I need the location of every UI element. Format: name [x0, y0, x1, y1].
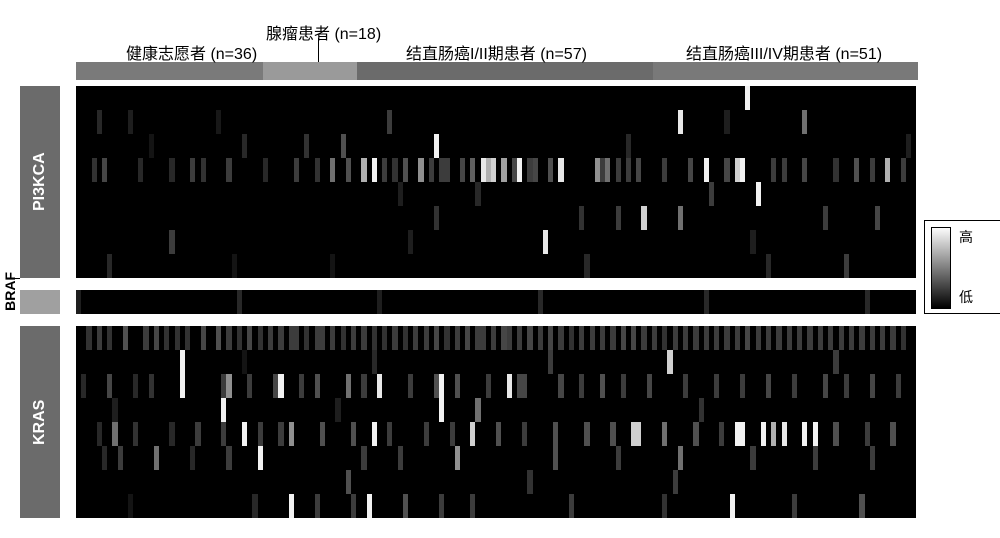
heatmap-row	[76, 230, 918, 254]
legend-high-label: 高	[959, 227, 973, 247]
gene-label-kras: KRAS	[20, 326, 60, 518]
heatmap-row	[76, 446, 918, 470]
gene-label-braf	[20, 290, 60, 314]
gene-label-column: PI3KCA KRAS	[20, 86, 60, 518]
heatmap-row	[76, 254, 918, 278]
heatmap-row	[76, 290, 918, 314]
column-group-adenoma	[263, 62, 357, 80]
heatmap-row	[76, 398, 918, 422]
column-group-label-healthy: 健康志愿者 (n=36)	[126, 40, 257, 64]
heatmap-row	[76, 206, 918, 230]
heatmap-grid	[76, 86, 918, 518]
column-group-healthy	[76, 62, 263, 80]
heatmap-row	[76, 158, 918, 182]
column-group-crc34	[653, 62, 918, 80]
heatmap-row	[76, 494, 918, 518]
heatmap-row	[76, 110, 918, 134]
column-group-bar	[76, 62, 918, 80]
column-group-crc12	[357, 62, 653, 80]
column-group-label-crc34: 结直肠癌III/IV期患者 (n=51)	[686, 40, 882, 64]
column-group-label-crc12: 结直肠癌I/II期患者 (n=57)	[406, 40, 587, 64]
heatmap-row	[76, 470, 918, 494]
heatmap-row	[76, 182, 918, 206]
heatmap-row	[76, 422, 918, 446]
column-group-label-adenoma: 腺瘤患者 (n=18)	[266, 20, 381, 44]
heatmap-row	[76, 350, 918, 374]
legend-low-label: 低	[959, 287, 973, 307]
color-legend: 高 低	[924, 220, 1000, 314]
heatmap-row	[76, 134, 918, 158]
braf-tick	[14, 278, 20, 279]
column-group-labels: 健康志愿者 (n=36) 腺瘤患者 (n=18) 结直肠癌I/II期患者 (n=57…	[76, 20, 918, 62]
heatmap-main-row: PI3KCA KRAS	[20, 86, 918, 518]
adenoma-connector-line	[318, 38, 319, 62]
legend-gradient	[931, 227, 951, 309]
heatmap-figure: 健康志愿者 (n=36) 腺瘤患者 (n=18) 结直肠癌I/II期患者 (n=57…	[20, 20, 918, 518]
heatmap-row	[76, 374, 918, 398]
gene-label-pi3kca: PI3KCA	[20, 86, 60, 278]
heatmap-row	[76, 326, 918, 350]
heatmap-row	[76, 86, 918, 110]
gene-gap-column	[60, 86, 76, 518]
